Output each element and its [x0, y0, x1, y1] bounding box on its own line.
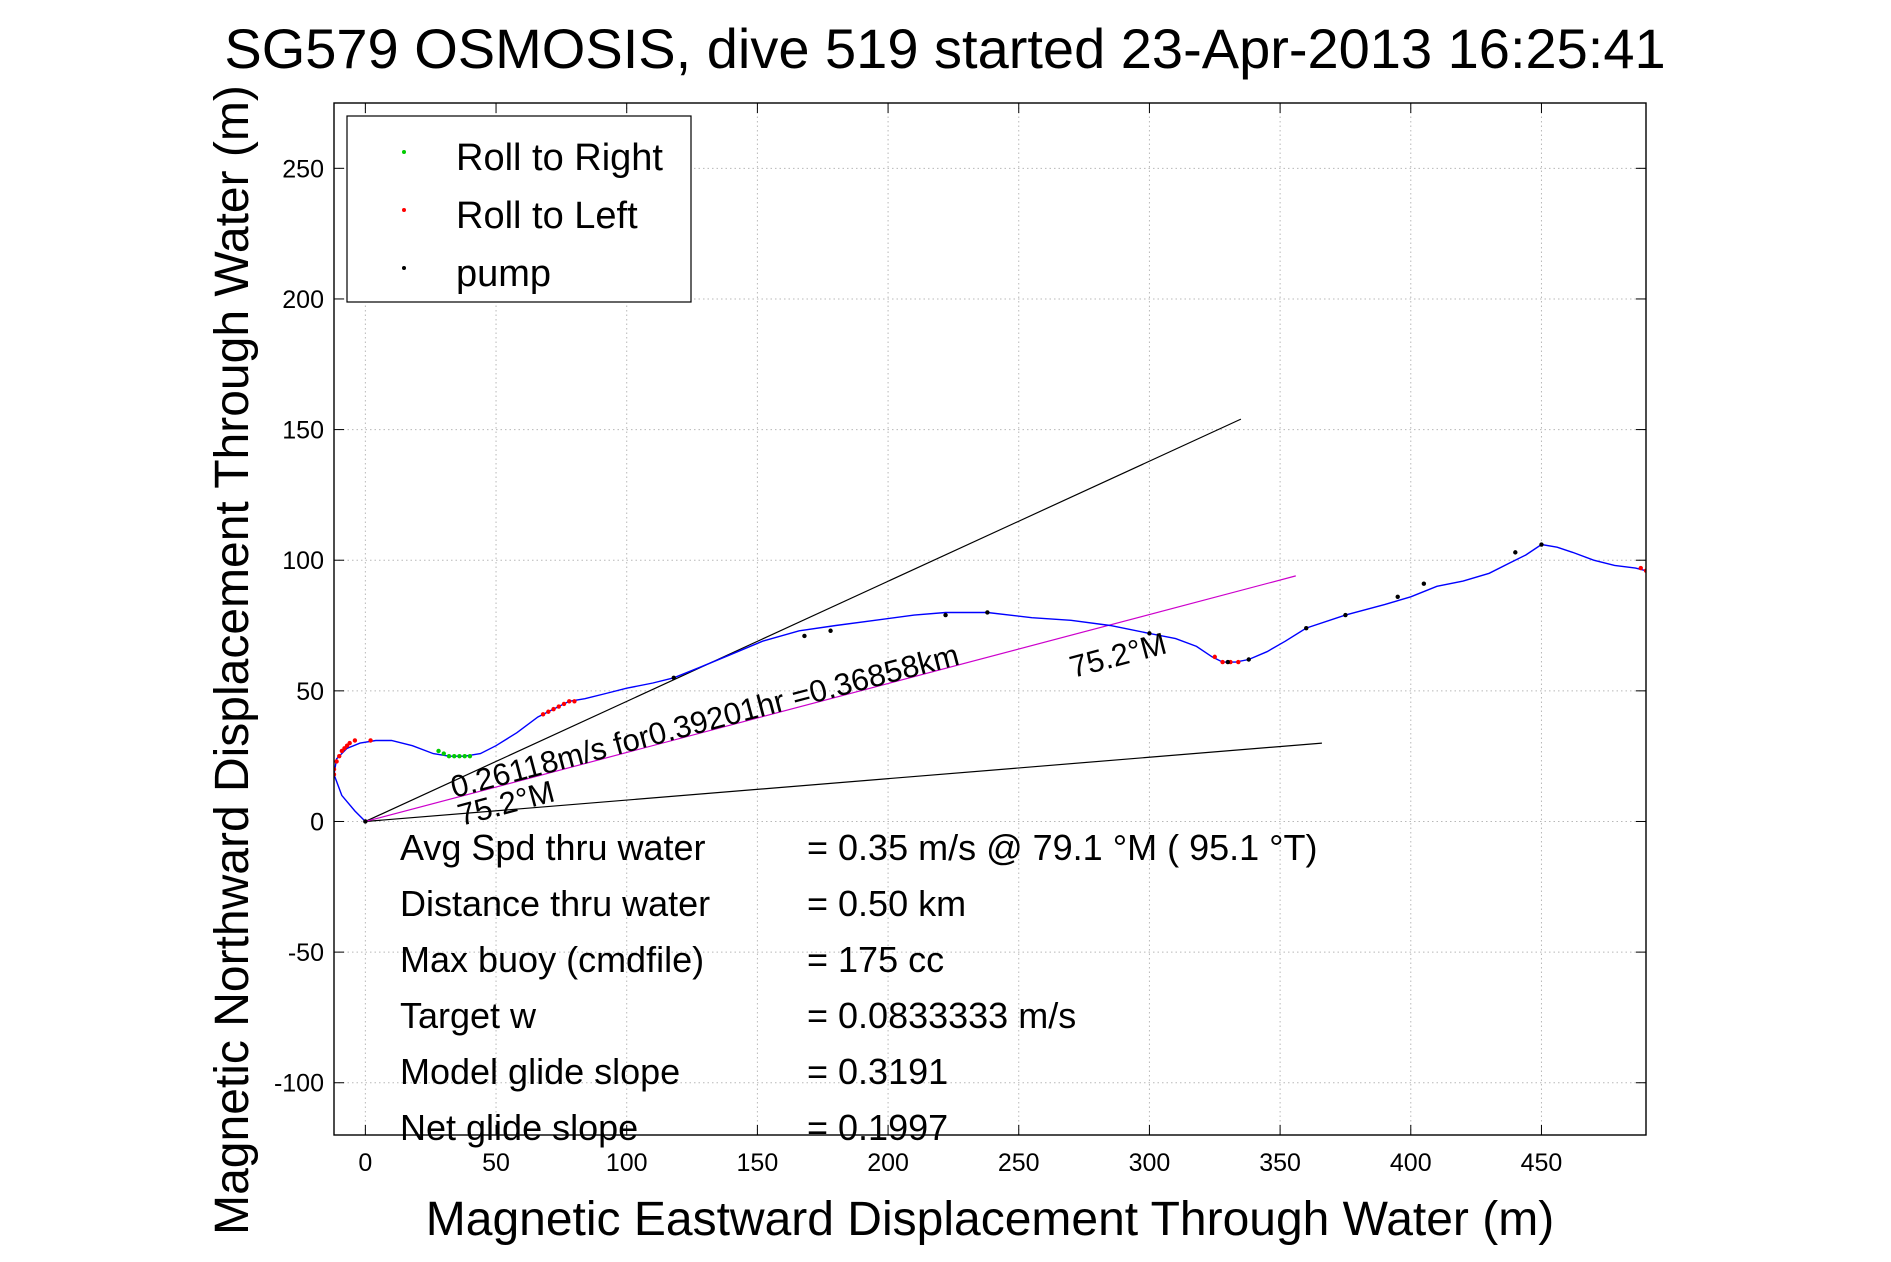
roll-left-point: [1220, 659, 1225, 665]
reference-line-sector-upper: [365, 418, 1242, 823]
y-tick-label: 100: [282, 547, 324, 575]
stat-value: = 0.0833333 m/s: [807, 995, 1076, 1036]
pump-point: [943, 612, 948, 618]
y-tick-label: 150: [282, 417, 324, 445]
y-tick-label: 200: [282, 286, 324, 314]
pump-point: [1395, 594, 1400, 599]
track-line: [334, 543, 1646, 822]
x-tick-label: 400: [1390, 1149, 1432, 1177]
stat-label: Max buoy (cmdfile): [400, 939, 704, 980]
y-tick-label: -100: [274, 1070, 324, 1098]
roll-left-point: [347, 740, 352, 746]
reference-lines: [365, 418, 1322, 823]
pump-point: [828, 628, 833, 633]
roll-right-point: [462, 753, 467, 759]
stat-value: = 175 cc: [807, 939, 944, 980]
legend: Roll to Right Roll to Left pump: [346, 115, 692, 303]
roll-left-point: [567, 699, 572, 704]
roll-right-point: [452, 753, 457, 759]
roll-right-point: [457, 753, 462, 759]
legend-box: [346, 115, 692, 303]
x-tick-label: 150: [737, 1149, 779, 1177]
roll-left-point: [337, 753, 342, 759]
x-tick-label: 100: [606, 1149, 648, 1177]
roll-left-point: [561, 701, 567, 707]
legend-marker-roll-left: [402, 208, 406, 212]
stat-value: = 0.50 km: [807, 883, 966, 924]
y-axis-label: Magnetic Northward Displacement Through …: [206, 85, 259, 1235]
pump-point: [985, 610, 990, 615]
pump-point: [363, 819, 368, 824]
legend-label-roll-right: Roll to Right: [456, 137, 663, 179]
stat-value: = 0.1997: [807, 1107, 948, 1148]
roll-left-point: [572, 699, 577, 704]
dive-track: [334, 543, 1646, 822]
pump-point: [1225, 659, 1231, 665]
roll-left-point: [1236, 659, 1241, 665]
x-tick-label: 300: [1129, 1149, 1171, 1177]
roll-left-point: [368, 738, 373, 743]
pump-point: [1421, 581, 1427, 586]
legend-label-pump: pump: [456, 253, 551, 295]
pump-point: [1147, 631, 1152, 636]
roll-left-point: [540, 712, 546, 717]
roll-left-point: [352, 738, 358, 743]
roll-left-point: [556, 704, 561, 709]
y-tick-label: 250: [282, 155, 324, 183]
pump-point: [1304, 625, 1309, 631]
pump-point: [1513, 550, 1518, 555]
stat-value: = 0.3191: [807, 1051, 948, 1092]
y-tick-label: -50: [288, 939, 324, 967]
x-tick-label: 350: [1259, 1149, 1301, 1177]
pump-point: [802, 633, 807, 639]
x-tick-label: 250: [998, 1149, 1040, 1177]
roll-right-point: [436, 748, 441, 754]
y-tick-label: 0: [310, 808, 324, 836]
track-markers: [334, 542, 1646, 824]
roll-right-point: [446, 753, 452, 759]
x-axis-label: Magnetic Eastward Displacement Through W…: [426, 1193, 1554, 1246]
pump-point: [1246, 657, 1251, 662]
plot-frame: [333, 102, 1647, 1136]
pump-point: [1539, 542, 1544, 547]
roll-right-point: [441, 751, 446, 756]
roll-left-point: [551, 706, 556, 712]
roll-left-point: [546, 709, 551, 714]
roll-left-point: [334, 759, 339, 764]
x-tick-label: 200: [867, 1149, 909, 1177]
reference-line-course: [365, 575, 1296, 823]
dive-stats: Avg Spd thru water = 0.35 m/s @ 79.1 °M …: [400, 827, 1318, 1148]
stat-label: Distance thru water: [400, 883, 710, 924]
x-tick-label: 0: [358, 1149, 372, 1177]
pump-point: [671, 675, 676, 680]
pump-point: [1343, 612, 1348, 618]
stat-label: Avg Spd thru water: [400, 827, 706, 868]
legend-label-roll-left: Roll to Left: [456, 195, 638, 237]
y-tick-label: 50: [296, 678, 324, 706]
x-tick-label: 50: [482, 1149, 510, 1177]
roll-right-point: [467, 753, 473, 759]
stat-label: Net glide slope: [400, 1107, 638, 1148]
roll-left-point: [1212, 654, 1217, 660]
stat-label: Target w: [400, 995, 537, 1036]
x-tick-label: 450: [1521, 1149, 1563, 1177]
roll-left-point: [1638, 565, 1643, 571]
reference-line-sector-lower: [365, 742, 1322, 823]
stat-label: Model glide slope: [400, 1051, 680, 1092]
axis-ticks: 0 50 100 150 200 250 300 350 400 450 -100 -50 0 50 100…: [274, 103, 1646, 1177]
legend-marker-pump: [402, 266, 406, 270]
chart-title: SG579 OSMOSIS, dive 519 started 23-Apr-2…: [224, 17, 1665, 80]
stat-value: = 0.35 m/s @ 79.1 °M ( 95.1 °T): [807, 827, 1318, 868]
legend-marker-roll-right: [402, 150, 406, 154]
